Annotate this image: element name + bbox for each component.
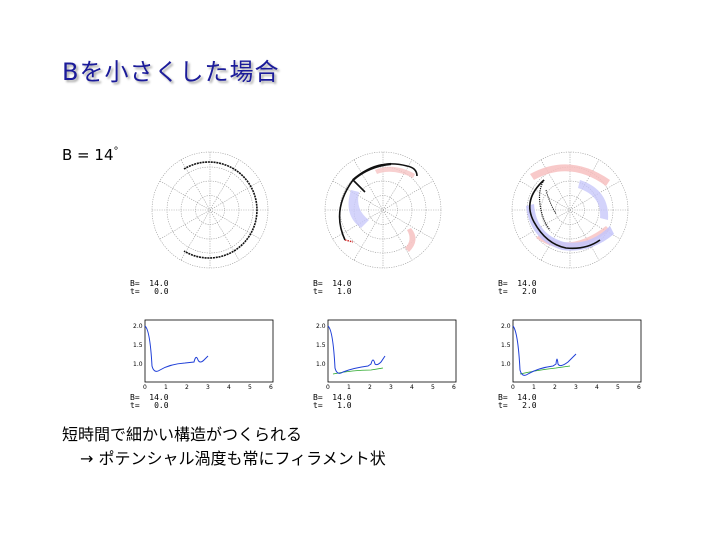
svg-text:2.0: 2.0 <box>133 323 143 330</box>
parameter-text: B = 14 <box>62 146 114 164</box>
conclusion-line-1: 短時間で細かい構造がつくられる <box>62 425 303 444</box>
svg-text:5: 5 <box>616 384 620 391</box>
polar-plot-2 <box>324 151 442 269</box>
polar-plot-3 <box>511 151 629 269</box>
svg-text:6: 6 <box>269 384 273 391</box>
svg-text:0: 0 <box>326 384 330 391</box>
vorticity-positive-2 <box>405 228 416 252</box>
svg-text:6: 6 <box>452 384 456 391</box>
timeseries-plot-2: 2.0 1.5 1.0 0 1 2 3 4 5 6 <box>316 319 457 391</box>
conclusion-text: 短時間で細かい構造がつくられる → ポテンシャル渦度も常にフィラメント状 <box>62 423 386 471</box>
svg-text:3: 3 <box>206 384 210 391</box>
conclusion-line-2: → ポテンシャル渦度も常にフィラメント状 <box>80 449 386 468</box>
ts-label-2: B= 14.0 t= 1.0 <box>313 393 352 410</box>
filament-curve-3 <box>528 179 601 250</box>
ts-label-1: B= 14.0 t= 0.0 <box>130 393 169 410</box>
svg-text:1: 1 <box>532 384 536 391</box>
polar-label-3: B= 14.0 t= 2.0 <box>498 279 537 296</box>
timeseries-plot-1: 2.0 1.5 1.0 0 1 2 3 4 5 6 <box>133 319 274 391</box>
svg-text:5: 5 <box>248 384 252 391</box>
svg-text:4: 4 <box>227 384 231 391</box>
polar-plot-1 <box>151 151 269 269</box>
polar-label-2: B= 14.0 t= 1.0 <box>313 279 352 296</box>
filament-curve-1 <box>183 161 258 259</box>
parameter-label: B = 14° <box>62 146 118 164</box>
timeseries-plot-3: 2.0 1.5 1.0 0 1 2 3 4 5 6 <box>501 319 642 391</box>
svg-text:2: 2 <box>553 384 557 391</box>
svg-text:1.5: 1.5 <box>133 342 143 349</box>
slide-title: Bを小さくした場合 <box>62 58 280 86</box>
svg-text:5: 5 <box>431 384 435 391</box>
svg-text:6: 6 <box>637 384 641 391</box>
degree-symbol: ° <box>113 146 119 157</box>
vorticity-negative-3b <box>578 180 609 220</box>
svg-text:0: 0 <box>143 384 147 391</box>
vorticity-negative-2 <box>348 190 369 228</box>
vorticity-positive-3 <box>530 164 610 186</box>
svg-text:1.5: 1.5 <box>316 342 326 349</box>
svg-text:1: 1 <box>164 384 168 391</box>
svg-text:2: 2 <box>185 384 189 391</box>
svg-text:2.0: 2.0 <box>501 323 511 330</box>
vorticity-positive-2b <box>375 166 415 178</box>
svg-text:4: 4 <box>410 384 414 391</box>
svg-text:1: 1 <box>347 384 351 391</box>
svg-text:0: 0 <box>511 384 515 391</box>
svg-text:1.0: 1.0 <box>133 361 143 368</box>
svg-text:4: 4 <box>595 384 599 391</box>
svg-text:3: 3 <box>389 384 393 391</box>
ts-label-3: B= 14.0 t= 2.0 <box>498 393 537 410</box>
polar-label-1: B= 14.0 t= 0.0 <box>130 279 169 296</box>
svg-text:1.0: 1.0 <box>316 361 326 368</box>
svg-text:1.5: 1.5 <box>501 342 511 349</box>
svg-text:1.0: 1.0 <box>501 361 511 368</box>
svg-text:2.0: 2.0 <box>316 323 326 330</box>
svg-text:3: 3 <box>574 384 578 391</box>
svg-text:2: 2 <box>368 384 372 391</box>
